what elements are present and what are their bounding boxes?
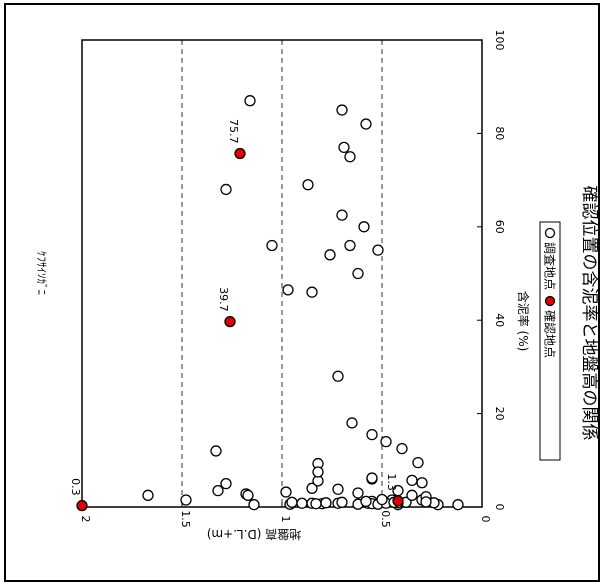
survey-point [344,239,356,252]
legend-label-survey: 調査地点 [543,242,557,290]
survey-point [416,477,428,489]
survey-point [346,417,358,429]
survey-point [360,495,372,508]
survey-point [338,141,350,154]
x-tick-label: 0 [493,504,506,511]
y-tick-label: 0.5 [379,510,392,528]
survey-point [282,284,294,296]
survey-point [320,497,332,509]
survey-point [412,456,424,469]
survey-point [406,489,418,501]
survey-point [406,474,418,487]
survey-point [242,489,254,501]
outer-border [4,3,600,582]
survey-point [352,487,364,499]
survey-point [336,104,348,116]
survey-point [344,151,356,163]
legend: 調査地点 確認地点 [539,221,561,461]
survey-point [358,221,370,233]
survey-point [380,435,392,448]
x-tick-label: 40 [493,313,506,327]
survey-point [248,499,260,511]
survey-point [324,249,336,261]
survey-point [312,466,324,478]
survey-point [420,496,432,508]
legend-marker-found [544,295,556,307]
survey-point [396,442,408,455]
plot-area: 0 20 40 60 80 100 0 0.5 1 1.5 2 0.3 39.7 75.7 1.3 [69,30,506,528]
survey-point [220,477,232,490]
grid-lines [181,40,383,507]
survey-point [310,498,322,510]
survey-point [336,496,348,508]
survey-point [244,95,256,107]
survey-point [220,183,232,196]
x-axis-ticks: 0 20 40 60 80 100 [477,30,506,511]
survey-point [296,497,308,509]
survey-point [302,179,314,191]
x-tick-label: 80 [493,126,506,140]
survey-point [372,244,384,256]
survey-point [352,267,364,280]
survey-point [280,486,292,498]
value-annotation: 75.7 [227,119,240,144]
survey-point [266,239,278,252]
survey-point [366,428,378,441]
survey-point [332,370,344,382]
annotations: 0.3 39.7 75.7 1.3 [69,119,398,496]
survey-point [306,286,318,298]
survey-point [142,489,154,501]
legend-box [539,221,561,461]
figure-frame: 0 20 40 60 80 100 0 0.5 1 1.5 2 0.3 39.7 75.7 1.3 含泥… [4,3,600,582]
y-tick-label: 1 [279,516,292,523]
legend-marker-survey [544,227,556,239]
species-label: ｹﾌｻｲｿｶﾞﾆ [35,251,48,295]
value-annotation: 1.3 [385,473,398,491]
survey-point [286,496,298,508]
x-axis-title: 含泥率 (%) [516,291,531,352]
y-axis-title: 地盤高 (D.L.+m) [207,527,301,542]
survey-point [210,445,222,457]
survey-point [180,494,192,506]
survey-point [212,485,224,497]
survey-point [366,472,378,484]
found-point [224,315,236,328]
survey-point [376,493,388,506]
found-point [76,499,88,512]
data-points [76,95,464,512]
survey-point [306,482,318,494]
y-axis-ticks: 0 0.5 1 1.5 2 [79,502,492,528]
y-tick-label: 1.5 [179,510,192,528]
survey-point [332,483,344,495]
survey-point [452,499,464,511]
y-tick-label: 0 [479,516,492,523]
x-tick-label: 20 [493,407,506,421]
value-annotation: 0.3 [69,478,82,496]
value-annotation: 39.7 [217,287,230,312]
x-tick-label: 100 [493,30,506,51]
chart-title: 確認位置の含泥率と地盤高の関係 [579,186,599,441]
legend-label-found: 確認地点 [543,310,558,358]
survey-point [360,118,372,130]
found-point [392,495,404,507]
x-tick-label: 60 [493,220,506,234]
y-tick-label: 2 [79,516,92,523]
survey-point [336,209,348,221]
found-point [234,147,246,160]
scatter-chart: 0 20 40 60 80 100 0 0.5 1 1.5 2 0.3 39.7 75.7 1.3 含泥… [4,3,600,582]
